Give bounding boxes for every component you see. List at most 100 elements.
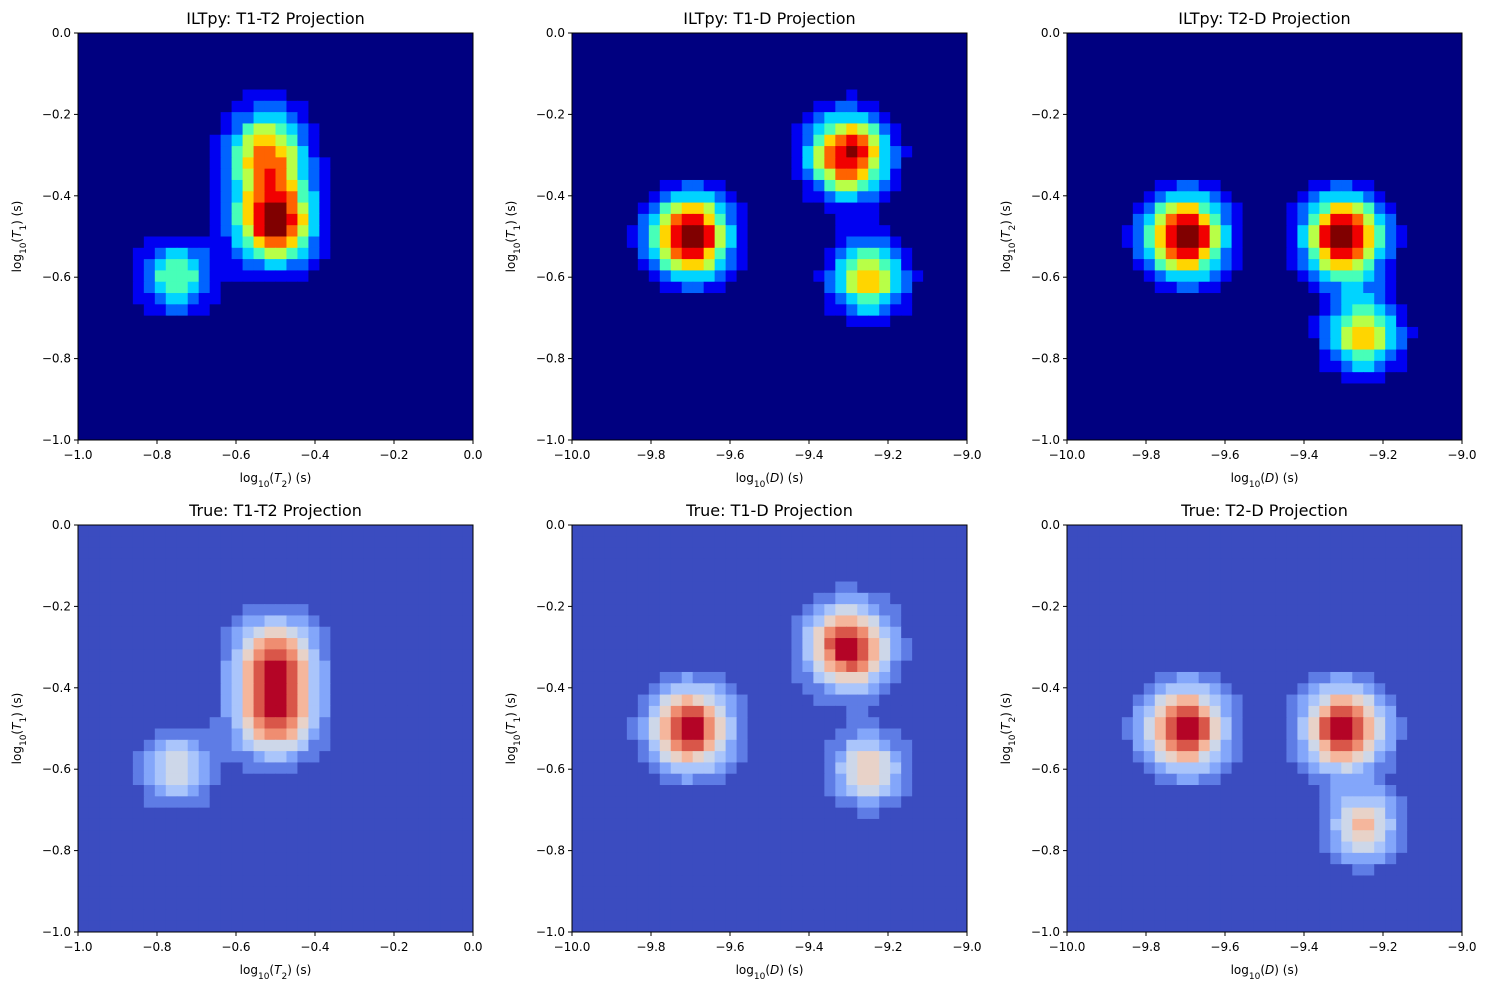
heatmap-cell bbox=[88, 168, 101, 181]
heatmap-cell bbox=[1187, 281, 1200, 294]
heatmap-cell bbox=[462, 683, 473, 696]
heatmap-cell bbox=[451, 100, 463, 113]
heatmap-cell bbox=[187, 406, 200, 418]
heatmap-cell bbox=[297, 406, 310, 418]
heatmap-cell bbox=[286, 570, 299, 583]
heatmap-cell bbox=[1308, 428, 1320, 440]
heatmap-cell bbox=[1451, 281, 1462, 294]
heatmap-cell bbox=[418, 705, 430, 718]
heatmap-cell bbox=[374, 807, 386, 820]
heatmap-cell bbox=[1143, 372, 1156, 385]
heatmap-cell bbox=[352, 372, 364, 385]
heatmap-cell bbox=[637, 78, 650, 91]
heatmap-cell bbox=[209, 315, 222, 328]
heatmap-cell bbox=[1396, 281, 1408, 294]
heatmap-cell bbox=[1121, 213, 1134, 226]
heatmap-cell bbox=[187, 615, 200, 628]
heatmap-cell bbox=[1209, 372, 1222, 385]
heatmap-cell bbox=[1286, 78, 1299, 91]
heatmap-cell bbox=[286, 179, 299, 192]
heatmap-cell bbox=[165, 338, 178, 351]
heatmap-cell bbox=[1407, 281, 1419, 294]
heatmap-cell bbox=[363, 638, 375, 650]
heatmap-cell bbox=[637, 406, 650, 418]
heatmap-cell bbox=[286, 349, 299, 362]
heatmap-cell bbox=[154, 785, 167, 797]
heatmap-cell bbox=[121, 570, 134, 583]
heatmap-cell bbox=[648, 146, 661, 158]
heatmap-cell bbox=[736, 428, 749, 440]
heatmap-cell bbox=[429, 247, 441, 260]
heatmap-cell bbox=[648, 33, 661, 45]
heatmap-cell bbox=[407, 225, 419, 238]
heatmap-cell bbox=[615, 123, 628, 136]
heatmap-cell bbox=[363, 360, 375, 373]
heatmap-cell bbox=[1286, 191, 1299, 204]
heatmap-cell bbox=[945, 157, 957, 170]
heatmap-cell bbox=[88, 739, 101, 752]
heatmap-cell bbox=[747, 44, 760, 57]
heatmap-cell bbox=[286, 157, 299, 170]
heatmap-cell bbox=[1176, 270, 1189, 283]
heatmap-cell bbox=[703, 146, 716, 158]
heatmap-cell bbox=[681, 55, 694, 68]
heatmap-cell bbox=[593, 338, 606, 351]
heatmap-cell bbox=[396, 383, 408, 396]
heatmap-cell bbox=[462, 213, 473, 226]
heatmap-cell bbox=[1077, 360, 1090, 373]
heatmap-cell bbox=[681, 281, 694, 294]
heatmap-cell bbox=[242, 66, 255, 79]
heatmap-cell bbox=[363, 259, 375, 272]
heatmap-cell bbox=[220, 33, 233, 45]
heatmap-cell bbox=[1385, 293, 1397, 305]
heatmap-cell bbox=[1176, 349, 1189, 362]
heatmap-cell bbox=[813, 112, 825, 125]
heatmap-cell bbox=[703, 33, 716, 45]
heatmap-cell bbox=[1176, 293, 1189, 305]
heatmap-cell bbox=[264, 615, 277, 628]
heatmap-cell bbox=[1187, 270, 1200, 283]
heatmap-cell bbox=[890, 372, 902, 385]
heatmap-cell bbox=[703, 304, 716, 317]
heatmap-cell bbox=[154, 66, 167, 79]
heatmap-cell bbox=[429, 78, 441, 91]
heatmap-cell bbox=[275, 796, 288, 809]
heatmap-cell bbox=[253, 78, 266, 91]
heatmap-cell bbox=[286, 259, 299, 272]
heatmap-cell bbox=[99, 751, 112, 764]
heatmap-cell bbox=[692, 360, 705, 373]
heatmap-cell bbox=[429, 202, 441, 215]
heatmap-cell bbox=[824, 89, 836, 102]
heatmap-cell bbox=[1451, 315, 1462, 328]
heatmap-cell bbox=[1308, 259, 1320, 272]
heatmap-cell bbox=[868, 112, 880, 125]
heatmap-cell bbox=[1176, 394, 1189, 407]
heatmap-cell bbox=[1396, 236, 1408, 249]
heatmap-cell bbox=[1440, 146, 1452, 158]
heatmap-cell bbox=[1242, 55, 1255, 68]
heatmap-cell bbox=[813, 247, 825, 260]
heatmap-cell bbox=[374, 293, 386, 305]
heatmap-cell bbox=[1220, 55, 1233, 68]
heatmap-cell bbox=[143, 683, 156, 696]
heatmap-cell bbox=[319, 213, 331, 226]
heatmap-cell bbox=[1275, 383, 1288, 396]
heatmap-cell bbox=[78, 638, 90, 650]
heatmap-cell bbox=[1187, 247, 1200, 260]
heatmap-cell bbox=[572, 157, 584, 170]
heatmap-cell bbox=[747, 281, 760, 294]
heatmap-cell bbox=[121, 191, 134, 204]
heatmap-cell bbox=[725, 406, 738, 418]
heatmap-cell bbox=[1242, 270, 1255, 283]
heatmap-cell bbox=[1088, 225, 1101, 238]
heatmap-cell bbox=[78, 293, 90, 305]
heatmap-cell bbox=[1220, 78, 1233, 91]
heatmap-cell bbox=[1385, 304, 1397, 317]
heatmap-cell bbox=[934, 44, 946, 57]
heatmap-cell bbox=[791, 383, 804, 396]
heatmap-cell bbox=[385, 33, 397, 45]
heatmap-cell bbox=[1099, 372, 1112, 385]
heatmap-cell bbox=[154, 236, 167, 249]
heatmap-cell bbox=[824, 202, 836, 215]
heatmap-cell bbox=[374, 304, 386, 317]
